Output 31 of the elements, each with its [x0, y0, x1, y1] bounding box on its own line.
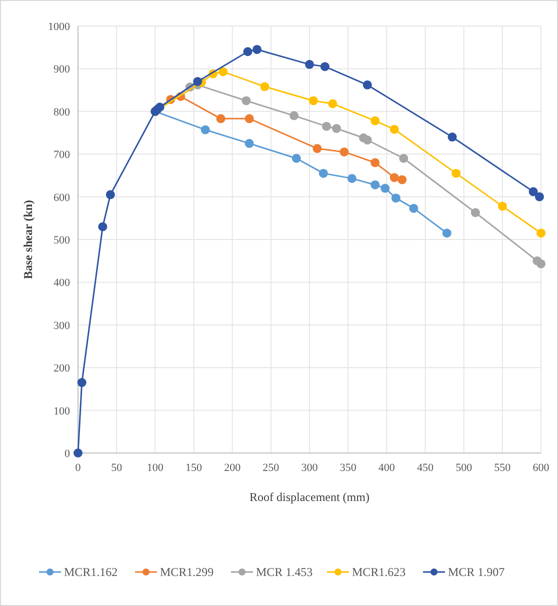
y-tick-label: 1000 — [48, 21, 70, 33]
y-tick-label: 600 — [54, 192, 70, 204]
x-tick-label: 600 — [532, 462, 550, 474]
legend-label: MCR1.299 — [160, 565, 214, 579]
y-axis-title: Base shear (kn) — [21, 200, 35, 280]
y-tick-label: 400 — [54, 277, 70, 290]
legend-label: MCR 1.907 — [448, 565, 505, 579]
y-tick-label: 0 — [64, 448, 70, 460]
y-tick-label: 300 — [54, 320, 70, 332]
x-tick-label: 50 — [111, 462, 123, 474]
legend-label: MCR1.162 — [64, 565, 118, 579]
legend-label: MCR 1.453 — [256, 565, 313, 579]
x-tick-label: 400 — [378, 462, 396, 474]
x-tick-label: 150 — [186, 462, 202, 474]
legend-label: MCR1.623 — [352, 565, 406, 579]
y-tick-label: 200 — [54, 362, 70, 375]
x-tick-label: 0 — [75, 462, 82, 474]
x-tick-label: 550 — [494, 462, 512, 474]
y-tick-label: 900 — [54, 64, 70, 76]
x-tick-label: 250 — [262, 462, 280, 474]
x-tick-label: 450 — [417, 462, 434, 474]
x-tick-label: 300 — [301, 462, 318, 474]
y-tick-label: 100 — [54, 405, 70, 418]
x-tick-label: 200 — [224, 462, 242, 474]
x-tick-label: 350 — [340, 462, 357, 474]
y-tick-label: 500 — [54, 234, 70, 246]
x-tick-label: 100 — [146, 462, 164, 474]
y-tick-label: 800 — [54, 106, 70, 118]
x-axis-title: Roof displacement (mm) — [250, 490, 370, 504]
x-tick-label: 500 — [456, 462, 473, 474]
y-tick-label: 700 — [54, 149, 70, 162]
